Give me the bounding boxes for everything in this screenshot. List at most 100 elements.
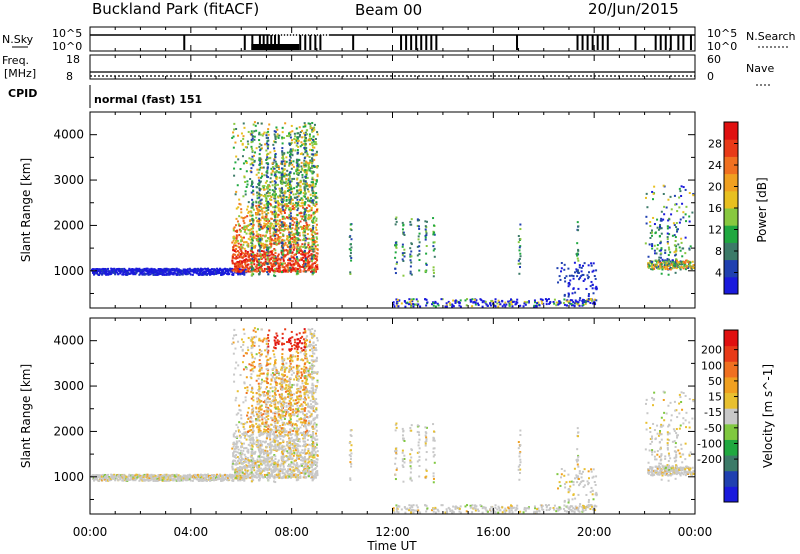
velocity-pixel [314,451,317,454]
velocity-pixel [203,473,206,476]
power-pixel [662,218,665,221]
power-pixel [312,135,315,138]
power-pixel [234,262,237,265]
power-pixel [299,220,302,223]
power-pixel [574,299,577,302]
power-pixel [484,300,487,303]
power-pixel [266,169,269,172]
velocity-pixel [235,454,238,457]
power-pixel [458,304,461,307]
nave-label: Nave [746,62,774,75]
power-pixel [684,268,687,271]
velocity-pixel [226,474,229,477]
power-pixel [291,216,294,219]
power-pixel [163,273,166,276]
power-pixel [289,202,292,205]
power-pixel [425,234,428,237]
colorbar-tick-label: 24 [708,159,722,172]
power-pixel [656,267,659,270]
velocity-pixel [113,475,116,478]
power-pixel [257,233,260,236]
power-pixel [688,191,691,194]
power-pixel [253,258,256,261]
velocity-pixel [264,387,267,390]
power-pixel [275,177,278,180]
power-pixel [288,143,291,146]
power-pixel [251,239,254,242]
power-pixel [401,221,404,224]
power-pixel [247,237,250,240]
power-pixel [315,228,318,231]
velocity-pixel [256,374,259,377]
power-pixel [202,272,205,275]
power-pixel [451,305,454,308]
velocity-pixel [139,475,142,478]
velocity-pixel [214,478,217,481]
velocity-pixel [265,420,268,423]
velocity-pixel [230,474,233,477]
velocity-pixel [235,461,238,464]
power-pixel [280,271,283,274]
power-pixel [277,229,280,232]
power-pixel [247,224,250,227]
velocity-pixel [276,445,279,448]
power-pixel [451,303,454,306]
power-pixel [209,270,212,273]
power-pixel [251,149,254,152]
power-pixel [402,224,405,227]
power-pixel [309,159,312,162]
power-pixel [258,153,261,156]
colorbar-swatch [724,190,738,209]
velocity-pixel [168,479,171,482]
power-pixel [289,249,292,252]
nsky-gate-bar [405,35,408,50]
power-pixel [261,227,264,230]
power-pixel [274,193,277,196]
velocity-pixel [114,479,117,482]
power-pixel [273,150,276,153]
power-pixel [311,237,314,240]
power-pixel [587,271,590,274]
velocity-pixel [190,475,193,478]
power-pixel [299,239,302,242]
velocity-pixel [307,448,310,451]
power-pixel [680,194,683,197]
power-pixel [205,273,208,276]
power-pixel [264,143,267,146]
power-pixel [536,302,539,305]
power-pixel [291,251,294,254]
power-y-axis-title: Slant Range [km] [19,158,33,262]
power-pixel [257,235,260,238]
power-pixel [267,250,270,253]
power-pixel [308,266,311,269]
power-pixel [316,259,319,262]
power-pixel [279,231,282,234]
power-pixel [186,273,189,276]
power-pixel [305,226,308,229]
power-pixel [267,237,270,240]
power-pixel [303,211,306,214]
power-pixel [257,240,260,243]
power-pixel [433,255,436,258]
power-pixel [259,219,262,222]
power-pixel [278,203,281,206]
power-pixel [129,272,132,275]
power-pixel [297,264,300,267]
power-pixel [127,269,130,272]
power-pixel [278,237,281,240]
velocity-pixel [272,466,275,469]
power-pixel [216,272,219,275]
power-pixel [303,157,306,160]
power-pixel [587,277,590,280]
power-pixel [235,127,238,130]
power-pixel [107,270,110,273]
power-pixel [244,190,247,193]
velocity-pixel [138,474,141,477]
power-pixel [289,244,292,247]
velocity-pixel [141,475,144,478]
power-pixel [410,299,413,302]
power-pixel [287,182,290,185]
power-pixel [167,268,170,271]
velocity-pixel [135,478,138,481]
power-pixel [516,298,519,301]
